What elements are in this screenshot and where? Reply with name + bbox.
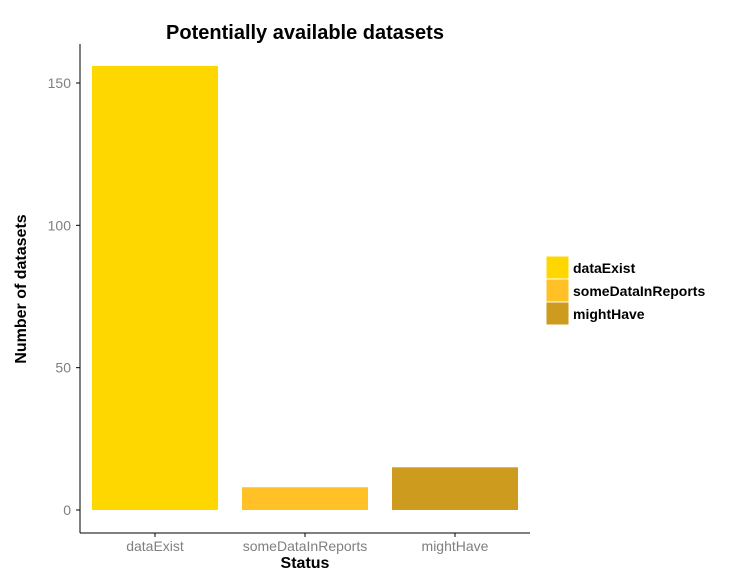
legend-key-mightHave <box>545 301 570 326</box>
y-tick-label-150: 150 <box>48 75 72 91</box>
legend-key-dataExist <box>545 255 570 280</box>
x-axis-title: Status <box>281 555 330 572</box>
x-tick-label-dataExist: dataExist <box>126 538 184 554</box>
bars-group <box>92 65 518 511</box>
legend-key-someDataInReports <box>545 278 570 303</box>
y-tick-label-50: 50 <box>55 360 71 376</box>
y-axis-title: Number of datasets <box>13 214 30 363</box>
y-ticks-group: 0 50 100 150 <box>48 75 80 518</box>
legend-label-someDataInReports: someDataInReports <box>573 283 705 299</box>
legend-label-mightHave: mightHave <box>573 306 645 322</box>
y-tick-label-0: 0 <box>63 502 71 518</box>
legend-label-dataExist: dataExist <box>573 260 636 276</box>
bar-someDataInReports <box>242 487 368 510</box>
x-ticks-group: dataExist someDataInReports mightHave <box>126 533 489 554</box>
x-tick-label-someDataInReports: someDataInReports <box>243 538 368 554</box>
legend: dataExist someDataInReports mightHave <box>545 255 705 326</box>
chart-title: Potentially available datasets <box>166 22 444 44</box>
y-tick-label-100: 100 <box>48 217 72 233</box>
bar-mightHave <box>392 467 518 510</box>
bar-dataExist <box>92 65 218 511</box>
x-tick-label-mightHave: mightHave <box>422 538 489 554</box>
